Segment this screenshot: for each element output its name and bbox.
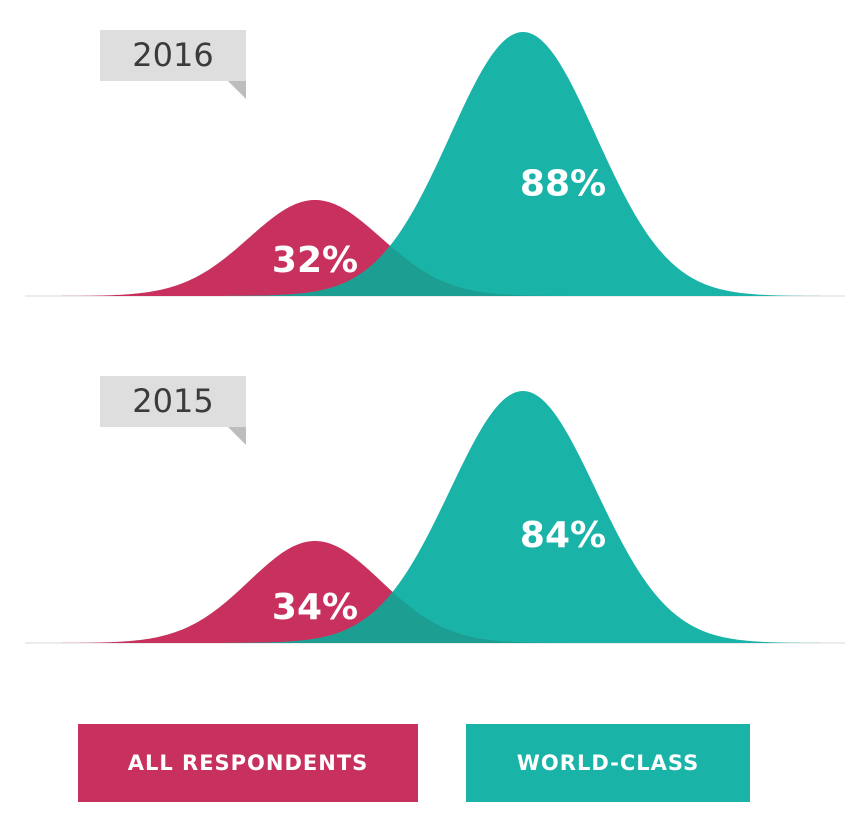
tag-fold-corner — [228, 427, 246, 445]
tag-fold-corner — [228, 81, 246, 99]
year-label: 2016 — [132, 36, 214, 74]
chart-panel-2015: 34% 84% 2015 — [0, 347, 863, 667]
legend-world-class: WORLD-CLASS — [466, 724, 750, 802]
world-class-curve — [25, 32, 845, 296]
all-respondents-value: 34% — [272, 587, 358, 628]
year-label: 2015 — [132, 382, 214, 420]
overlap-region — [25, 246, 845, 296]
distribution-chart-2016: 32% 88% — [25, 32, 845, 297]
all-respondents-value: 32% — [272, 240, 358, 281]
world-class-curve — [25, 391, 845, 643]
all-respondents-curve — [25, 200, 845, 296]
chart-panel-2016: 32% 88% 2016 — [0, 0, 863, 320]
distribution-chart-2015: 34% 84% — [25, 391, 845, 644]
world-class-value: 84% — [520, 515, 606, 556]
legend-all-respondents: ALL RESPONDENTS — [78, 724, 418, 802]
overlap-region — [25, 592, 845, 643]
year-tag: 2015 — [100, 376, 246, 445]
world-class-value: 88% — [520, 164, 606, 205]
year-tag: 2016 — [100, 30, 246, 99]
all-respondents-curve — [25, 541, 845, 643]
